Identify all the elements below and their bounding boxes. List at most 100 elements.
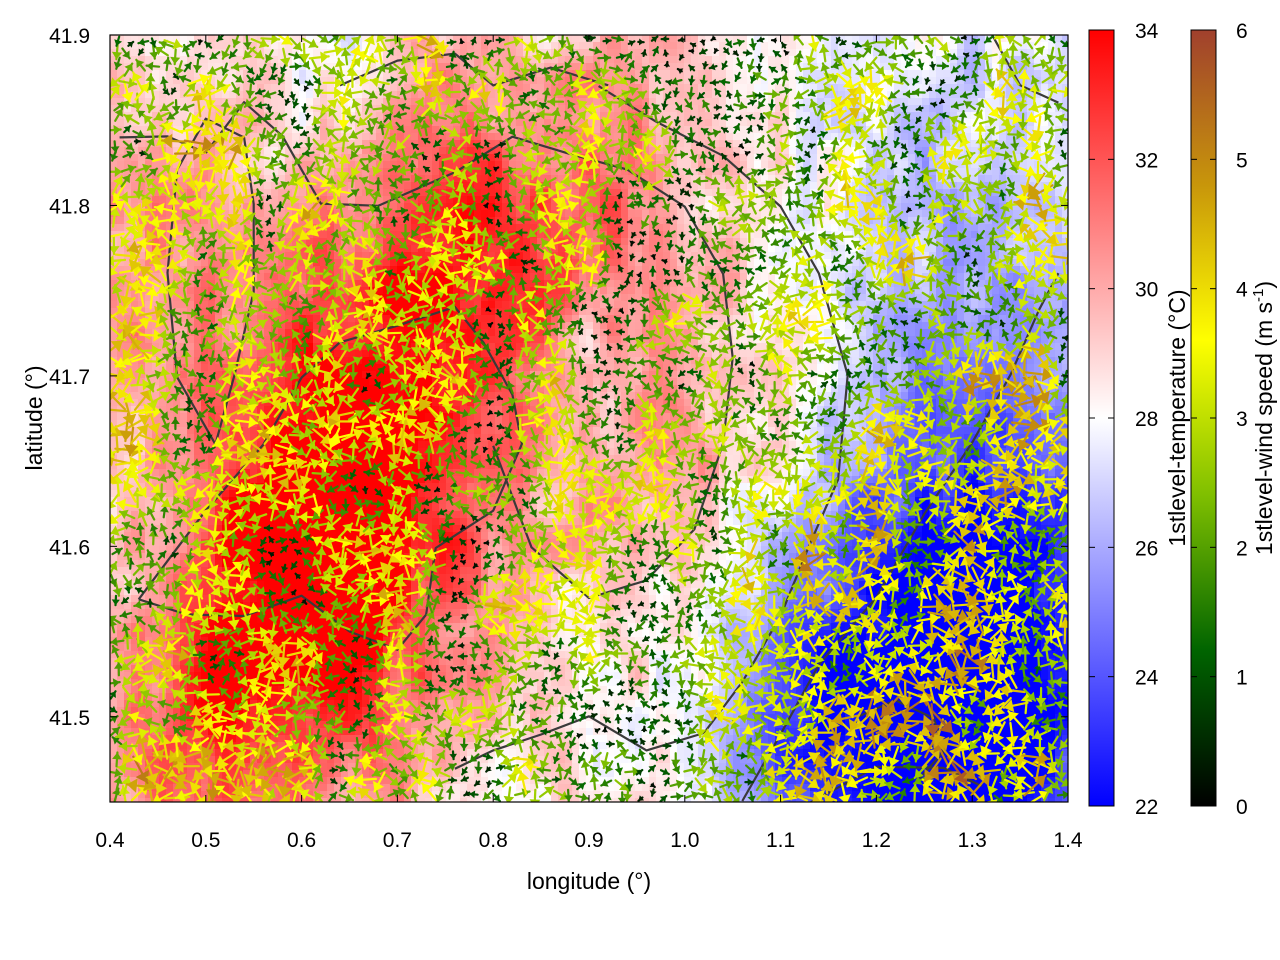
- heat-cell: [873, 231, 881, 239]
- heat-cell: [803, 35, 811, 43]
- heat-cell: [957, 105, 965, 113]
- heat-cell: [1020, 175, 1028, 183]
- heat-cell: [145, 56, 153, 64]
- heat-cell: [579, 147, 587, 155]
- heat-cell: [243, 56, 251, 64]
- heat-cell: [285, 105, 293, 113]
- heat-cell: [593, 189, 601, 197]
- heat-cell: [194, 189, 202, 197]
- heat-cell: [859, 161, 867, 169]
- heat-cell: [754, 203, 762, 211]
- heat-cell: [257, 175, 265, 183]
- heat-cell: [1034, 105, 1042, 113]
- heat-cell: [1006, 140, 1014, 148]
- heat-cell: [544, 119, 552, 127]
- heat-cell: [509, 210, 517, 218]
- heat-cell: [649, 147, 657, 155]
- heat-cell: [985, 224, 993, 232]
- heat-cell: [313, 147, 321, 155]
- heat-cell: [187, 133, 195, 141]
- heat-cell: [943, 217, 951, 225]
- heat-cell: [138, 98, 146, 106]
- heat-cell: [481, 217, 489, 225]
- heat-cell: [579, 133, 587, 141]
- heat-cell: [894, 91, 902, 99]
- heat-cell: [439, 140, 447, 148]
- heat-cell: [474, 196, 482, 204]
- heat-cell: [789, 35, 797, 43]
- heat-cell: [173, 231, 181, 239]
- heat-cell: [131, 56, 139, 64]
- heat-cell: [446, 196, 454, 204]
- heat-cell: [796, 231, 804, 239]
- heat-cell: [810, 224, 818, 232]
- heat-cell: [908, 70, 916, 78]
- heat-cell: [845, 147, 853, 155]
- heat-cell: [572, 273, 580, 281]
- heat-cell: [705, 168, 713, 176]
- heat-cell: [516, 168, 524, 176]
- heat-cell: [859, 140, 867, 148]
- heat-cell: [145, 91, 153, 99]
- heat-cell: [390, 175, 398, 183]
- heat-cell: [1013, 98, 1021, 106]
- heat-cell: [747, 168, 755, 176]
- heat-cell: [110, 98, 118, 106]
- heat-cell: [327, 84, 335, 92]
- heat-cell: [614, 182, 622, 190]
- heat-cell: [747, 56, 755, 64]
- heat-cell: [677, 238, 685, 246]
- heat-cell: [257, 273, 265, 281]
- heat-cell: [558, 77, 566, 85]
- heat-cell: [579, 77, 587, 85]
- heat-cell: [803, 196, 811, 204]
- heat-cell: [936, 210, 944, 218]
- heat-cell: [642, 273, 650, 281]
- heat-cell: [824, 252, 832, 260]
- heat-cell: [684, 231, 692, 239]
- heat-cell: [509, 119, 517, 127]
- heat-cell: [1006, 217, 1014, 225]
- heat-cell: [187, 70, 195, 78]
- heat-cell: [642, 238, 650, 246]
- heat-cell: [887, 161, 895, 169]
- heat-cell: [467, 112, 475, 120]
- heat-cell: [474, 147, 482, 155]
- heat-cell: [383, 147, 391, 155]
- heat-cell: [705, 49, 713, 57]
- heat-cell: [362, 42, 370, 50]
- heat-cell: [264, 147, 272, 155]
- heat-cell: [901, 63, 909, 71]
- heat-cell: [796, 42, 804, 50]
- heat-cell: [201, 42, 209, 50]
- heat-cell: [670, 224, 678, 232]
- heat-cell: [852, 133, 860, 141]
- heat-cell: [544, 161, 552, 169]
- heat-cell: [600, 63, 608, 71]
- heat-cell: [698, 196, 706, 204]
- heat-cell: [999, 147, 1007, 155]
- heat-cell: [943, 105, 951, 113]
- heat-cell: [635, 238, 643, 246]
- heat-cell: [208, 105, 216, 113]
- heat-cell: [663, 210, 671, 218]
- heat-cell: [999, 133, 1007, 141]
- heat-cell: [446, 119, 454, 127]
- heat-cell: [194, 119, 202, 127]
- heat-cell: [502, 98, 510, 106]
- heat-cell: [152, 35, 160, 43]
- heat-cell: [712, 70, 720, 78]
- heat-cell: [530, 133, 538, 141]
- heat-cell: [271, 196, 279, 204]
- heat-cell: [775, 182, 783, 190]
- heat-cell: [481, 168, 489, 176]
- heat-cell: [138, 140, 146, 148]
- heat-cell: [593, 84, 601, 92]
- heat-cell: [859, 49, 867, 57]
- heat-cell: [341, 210, 349, 218]
- heat-cell: [306, 119, 314, 127]
- heat-cell: [656, 98, 664, 106]
- heat-cell: [761, 161, 769, 169]
- heat-cell: [663, 252, 671, 260]
- heat-cell: [152, 140, 160, 148]
